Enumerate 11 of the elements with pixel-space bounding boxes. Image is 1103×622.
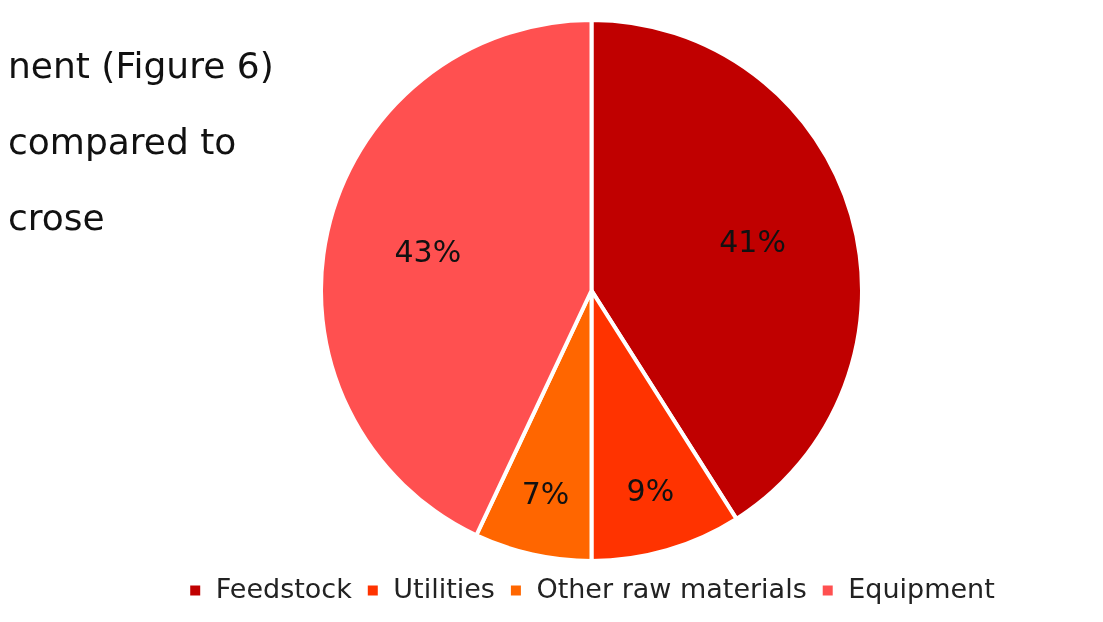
data-label: 7% (521, 476, 570, 512)
text: crose (8, 196, 106, 240)
legend-label: Equipment (848, 572, 995, 604)
legend-label: Feedstock (215, 572, 353, 604)
text: nent (Figure 6) (8, 44, 274, 88)
legend-label: Utilities (393, 572, 495, 604)
data-label: 9% (626, 472, 675, 508)
text: compared to (8, 120, 238, 164)
data-label: 43% (394, 233, 462, 269)
data-label: 41% (719, 223, 786, 259)
legend-label: Other raw materials (536, 572, 807, 604)
